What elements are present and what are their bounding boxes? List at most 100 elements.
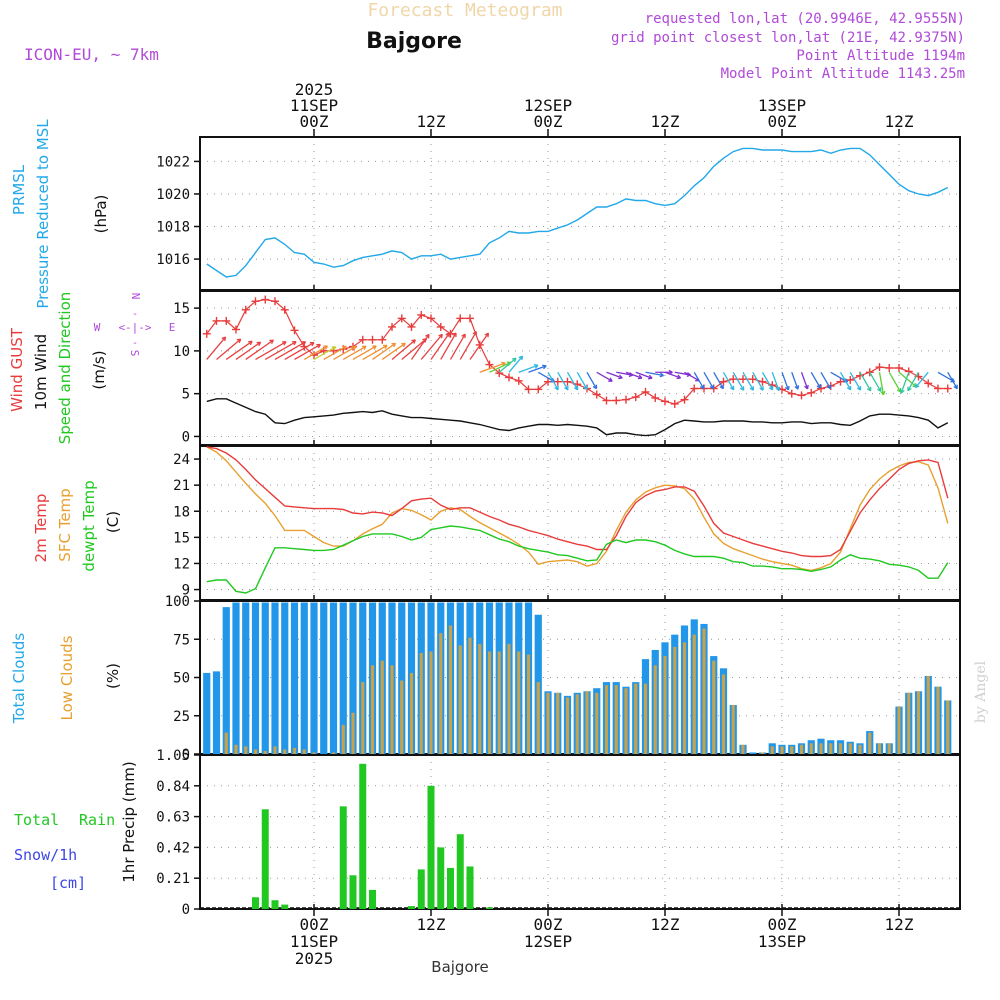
gust-marker <box>797 391 806 400</box>
low-cloud-bar <box>907 692 911 754</box>
gust-marker <box>534 385 543 394</box>
gust-marker <box>212 316 221 325</box>
total-cloud-bar <box>271 602 279 754</box>
y-tick-label: 1016 <box>156 252 190 268</box>
wind-arrow <box>586 371 598 390</box>
gust-marker <box>368 335 377 344</box>
low-cloud-bar <box>916 691 921 754</box>
low-cloud-bar <box>536 682 540 754</box>
temp2m-line <box>206 446 949 558</box>
top-time-label: 11SEP <box>290 96 338 115</box>
total-cloud-bar <box>300 602 308 754</box>
low-cloud-bar <box>838 743 843 754</box>
y-tick-label: 0 <box>182 902 190 918</box>
low-cloud-bar <box>575 694 579 754</box>
y-tick-label: 100 <box>165 594 190 610</box>
gust-marker <box>378 335 387 344</box>
wind-arrow <box>255 341 287 361</box>
panel-frame <box>199 754 961 910</box>
low-cloud-bar <box>556 692 560 754</box>
wind-arrow <box>732 371 745 391</box>
low-cloud-bar <box>458 645 462 754</box>
wind10m-line <box>206 398 949 437</box>
wind-arrow <box>410 333 430 360</box>
total-cloud-bar <box>261 602 269 754</box>
low-cloud-bar <box>487 651 492 754</box>
cloud-unit: (%) <box>104 663 122 689</box>
y-tick-label: 15 <box>173 301 190 317</box>
low-cloud-bar <box>400 680 404 754</box>
total-cloud-label: Total Clouds <box>10 633 28 725</box>
faint-title: Forecast Meteogram <box>367 0 562 21</box>
gust-marker <box>602 396 611 405</box>
wind-arrow <box>771 372 781 392</box>
panel-2: 9 12 15 18 21 24 <box>173 445 961 601</box>
low-cloud-bar <box>946 700 950 754</box>
temp-unit: (C) <box>104 511 122 533</box>
wind-arrow <box>557 371 569 391</box>
bottom-time-label: 12Z <box>651 915 680 934</box>
wind-arrow <box>947 371 958 390</box>
low-cloud-bar <box>546 692 550 754</box>
rain-bar <box>456 834 464 909</box>
wind-arrow <box>713 371 724 390</box>
low-cloud-bar <box>361 682 365 754</box>
wind-arrow <box>264 340 297 361</box>
low-cloud-bar <box>848 743 852 754</box>
low-cloud-bar <box>497 651 501 754</box>
total-rain-label-b: Rain <box>79 811 115 829</box>
low-cloud-bar <box>565 697 570 754</box>
low-cloud-bar <box>292 747 297 754</box>
y-tick-label: 24 <box>173 452 190 468</box>
wind-arrow <box>225 340 253 360</box>
low-cloud-bar <box>780 746 784 754</box>
low-cloud-bar <box>312 752 316 754</box>
wind-arrow <box>352 345 377 361</box>
low-cloud-bar <box>595 692 599 754</box>
y-tick-label: 0.84 <box>156 779 190 795</box>
y-tick-label: 50 <box>173 671 190 687</box>
gust-marker <box>524 385 533 394</box>
low-cloud-bar <box>673 646 677 754</box>
wind10m-label: 10m Wind <box>32 334 50 410</box>
low-cloud-bar <box>429 651 433 754</box>
wind-arrow <box>274 341 307 361</box>
gust-marker <box>280 305 289 314</box>
gust-marker <box>407 322 416 331</box>
gust-marker <box>631 393 640 402</box>
gust-marker <box>553 377 562 386</box>
low-cloud-bar <box>936 686 940 754</box>
low-cloud-bar <box>721 674 726 754</box>
temp-labels: 2m Temp SFC Temp dewpt Temp (C) <box>32 480 122 571</box>
y-tick-label: 25 <box>173 709 190 725</box>
low-cloud-bar <box>331 752 336 754</box>
wind-arrow <box>372 342 397 360</box>
total-cloud-bar <box>251 602 260 754</box>
low-cloud-bar <box>370 665 375 754</box>
low-cloud-bar <box>507 643 511 754</box>
bottom-time-label: 12SEP <box>524 932 572 951</box>
gust-marker <box>388 322 396 331</box>
top-time-label: 00Z <box>534 112 563 131</box>
wind-arrow <box>820 371 832 390</box>
low-cloud-bar <box>224 732 228 754</box>
y-tick-label: 10 <box>173 344 190 360</box>
bottom-time-label: 11SEP <box>290 932 338 951</box>
low-cloud-bar <box>351 712 355 754</box>
total-cloud-bar <box>232 602 240 754</box>
total-cloud-bar <box>359 602 367 754</box>
y-tick-label: 1018 <box>156 220 190 236</box>
panel-1: 0 5 10 15 <box>173 290 961 446</box>
total-cloud-bar <box>290 602 299 754</box>
rain-bar <box>271 900 279 909</box>
wind-arrow <box>206 336 227 360</box>
wind-arrow <box>606 371 623 380</box>
gust-marker <box>641 387 650 396</box>
gust-marker <box>417 310 426 319</box>
total-rain-label-a: Total <box>14 811 59 829</box>
low-cloud-bar <box>253 749 258 754</box>
gust-marker <box>290 326 299 335</box>
top-time-label: 12SEP <box>524 96 572 115</box>
wind-arrow <box>235 341 262 360</box>
